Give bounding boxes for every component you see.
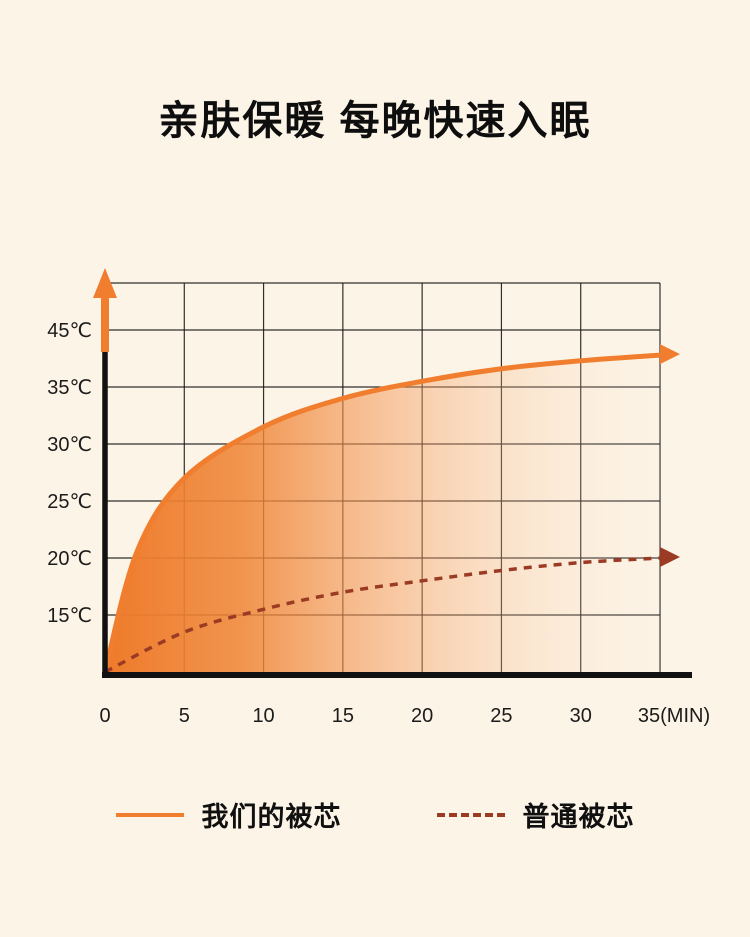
y-axis-arrowhead — [93, 268, 117, 298]
arrowhead-ours — [660, 344, 680, 365]
y-tick-label: 30℃ — [47, 434, 92, 456]
legend: 我们的被芯 普通被芯 — [0, 795, 750, 834]
y-tick-label: 35℃ — [47, 377, 92, 399]
legend-solid-line-swatch — [115, 812, 184, 817]
y-tick-label: 25℃ — [47, 491, 92, 513]
axes — [93, 268, 692, 678]
y-tick-label: 45℃ — [47, 320, 92, 342]
gradient-area — [105, 355, 660, 672]
x-tick-label: 30 — [570, 705, 592, 727]
legend-item-ours: 我们的被芯 — [115, 795, 342, 834]
x-tick-label: 15 — [332, 705, 354, 727]
page-title: 亲肤保暖 每晚快速入眠 — [158, 99, 592, 143]
x-tick-label: 0 — [99, 705, 110, 727]
legend-dashed-line-swatch — [436, 812, 505, 817]
area-fill — [105, 355, 660, 672]
series-line-ours — [102, 352, 663, 675]
x-tick-label: 20 — [411, 705, 433, 727]
legend-label-ordinary: 普通被芯 — [522, 802, 635, 832]
legend-label-ours: 我们的被芯 — [201, 802, 342, 832]
y-tick-label: 20℃ — [47, 548, 92, 570]
x-tick-label: 5 — [179, 705, 190, 727]
y-tick-label: 15℃ — [47, 605, 92, 627]
x-tick-label: 25 — [490, 705, 512, 727]
legend-item-ordinary: 普通被芯 — [436, 795, 635, 834]
tick-labels: 45℃ 35℃ 30℃ 25℃ 20℃ 15℃ 0 5 10 15 20 25 30 35(MIN) — [47, 320, 710, 727]
arrowhead-ordinary — [660, 547, 680, 567]
series-lines — [102, 344, 680, 675]
x-tick-label: 35(MIN) — [638, 705, 710, 727]
x-tick-label: 10 — [252, 705, 274, 727]
series-line-ordinary — [104, 556, 661, 674]
